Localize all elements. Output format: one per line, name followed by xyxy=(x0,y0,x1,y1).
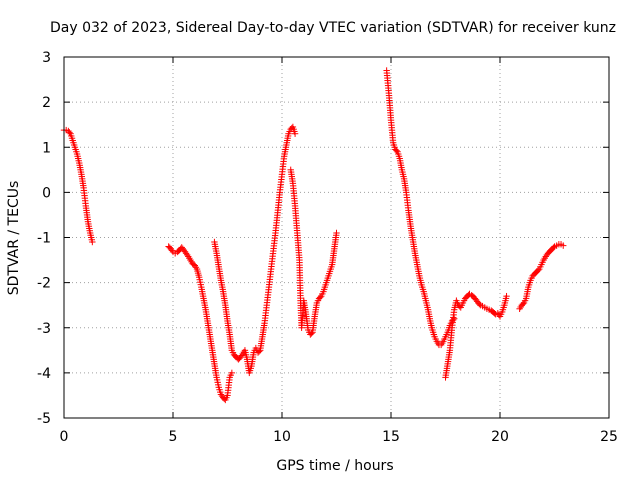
data-point xyxy=(476,300,483,308)
data-point xyxy=(183,251,191,259)
x-tick-label: 0 xyxy=(60,429,69,445)
data-point xyxy=(89,238,96,246)
data-point xyxy=(550,244,557,251)
data-layer xyxy=(60,67,567,404)
x-tick-label: 25 xyxy=(600,429,618,445)
x-axis-label: GPS time / hours xyxy=(276,458,393,474)
x-tick-label: 5 xyxy=(169,429,178,445)
data-point xyxy=(333,229,340,237)
data-point xyxy=(168,247,176,254)
x-tick-label: 15 xyxy=(382,429,400,445)
y-tick-label: 3 xyxy=(42,50,51,66)
data-point xyxy=(503,292,510,300)
data-point xyxy=(393,147,400,154)
data-point xyxy=(238,352,245,359)
chart-title: Day 032 of 2023, Sidereal Day-to-day VTE… xyxy=(50,20,616,36)
tick-layer: 0 5 10 15 20 25 -5 -4 -3 -2 -1 0 1 2 3 xyxy=(37,50,618,445)
x-tick-label: 20 xyxy=(491,429,509,445)
data-point xyxy=(255,348,263,355)
y-tick-label: -5 xyxy=(37,411,51,427)
y-tick-label: -1 xyxy=(37,231,51,247)
y-tick-label: 2 xyxy=(42,95,51,111)
plot-frame xyxy=(63,56,610,419)
y-tick-label: -3 xyxy=(37,321,51,337)
data-point xyxy=(519,300,527,308)
y-tick-label: -2 xyxy=(37,276,51,292)
data-point xyxy=(451,315,458,322)
data-point xyxy=(291,130,299,137)
y-tick-label: -4 xyxy=(37,366,51,382)
y-tick-label: 1 xyxy=(42,140,51,156)
data-point xyxy=(308,330,315,337)
data-point xyxy=(228,369,236,377)
y-axis-label: SDTVAR / TECUs xyxy=(6,181,22,296)
data-point xyxy=(534,267,542,274)
x-tick-label: 10 xyxy=(273,429,291,445)
data-point xyxy=(316,294,324,301)
data-point xyxy=(560,242,567,249)
y-tick-label: 0 xyxy=(42,185,51,201)
data-point xyxy=(66,129,73,136)
